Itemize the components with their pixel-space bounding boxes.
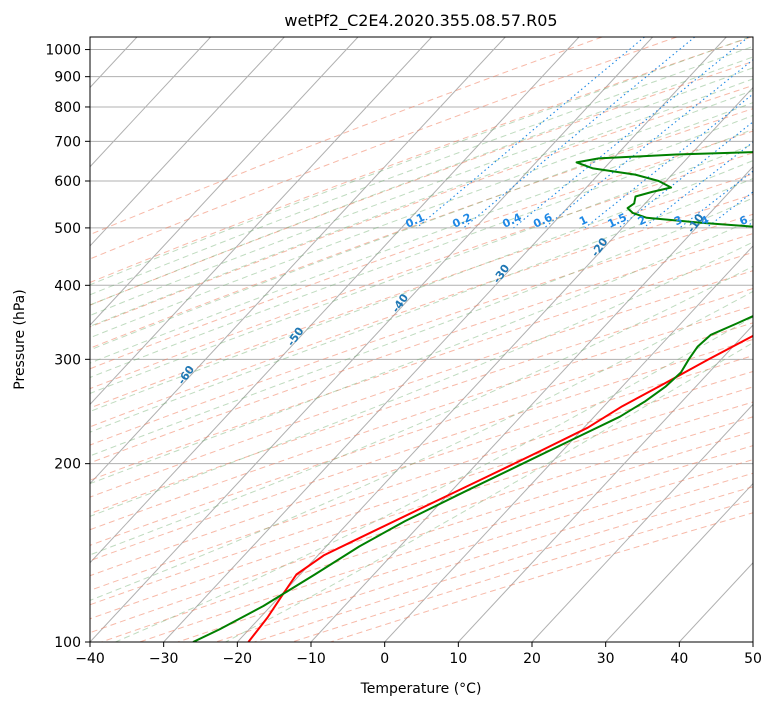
x-tick-label: 20 [523,651,541,667]
x-tick-label: 10 [449,651,467,667]
x-tick-label: −30 [149,651,179,667]
x-tick-label: 30 [597,651,615,667]
y-tick-label: 400 [54,278,81,294]
y-tick-label: 500 [54,221,81,237]
x-tick-label: −40 [75,651,105,667]
y-axis-label: Pressure (hPa) [12,289,28,389]
x-axis-label: Temperature (°C) [360,681,482,697]
y-tick-label: 200 [54,457,81,473]
chart-title: wetPf2_C2E4.2020.355.08.57.R05 [284,11,557,31]
y-tick-label: 700 [54,134,81,150]
y-tick-label: 100 [54,635,81,651]
x-tick-label: 0 [380,651,389,667]
y-tick-label: 900 [54,70,81,86]
y-tick-label: 800 [54,100,81,116]
x-tick-label: −20 [223,651,253,667]
y-tick-label: 600 [54,174,81,190]
x-tick-label: 50 [744,651,762,667]
x-tick-label: 40 [670,651,688,667]
x-tick-label: −10 [296,651,326,667]
y-tick-label: 1000 [45,43,81,59]
y-tick-label: 300 [54,352,81,368]
